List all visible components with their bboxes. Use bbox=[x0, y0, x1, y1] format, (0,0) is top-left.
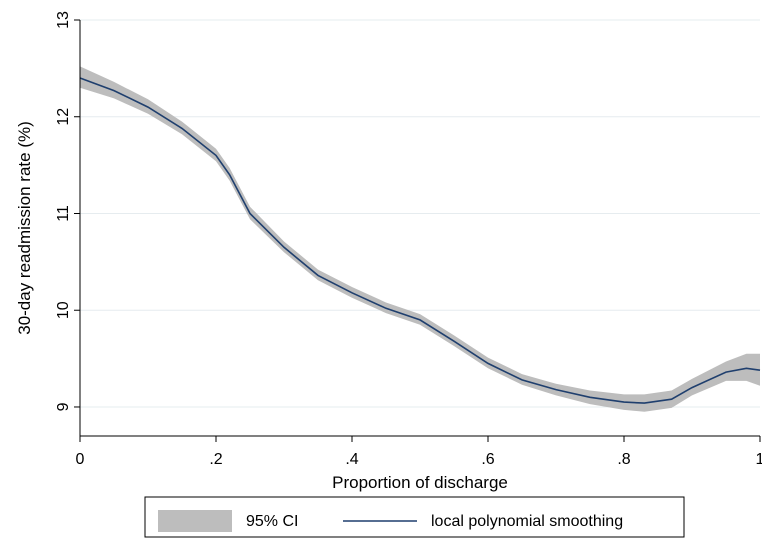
legend-line-label: local polynomial smoothing bbox=[431, 513, 623, 530]
y-axis-ticks: 9 10 11 12 13 bbox=[55, 11, 80, 411]
legend-ci-swatch bbox=[158, 510, 232, 532]
ci-band-95 bbox=[80, 66, 760, 412]
x-axis-title: Proportion of discharge bbox=[332, 473, 508, 492]
legend: 95% CI local polynomial smoothing bbox=[144, 496, 685, 538]
grid bbox=[80, 19, 760, 408]
x-tick-label: 1 bbox=[756, 451, 762, 468]
y-tick-label: 12 bbox=[55, 108, 72, 126]
x-tick-label: .6 bbox=[481, 451, 494, 468]
y-axis-title: 30-day readmission rate (%) bbox=[15, 121, 34, 335]
x-tick-label: .2 bbox=[209, 451, 222, 468]
legend-ci-label: 95% CI bbox=[246, 513, 298, 530]
y-tick-label: 10 bbox=[55, 301, 72, 319]
x-tick-label: .4 bbox=[345, 451, 358, 468]
legend-box bbox=[144, 496, 685, 538]
x-tick-label: 0 bbox=[76, 451, 85, 468]
y-tick-label: 9 bbox=[55, 402, 72, 411]
x-axis-ticks: 0 .2 .4 .6 .8 1 bbox=[76, 436, 762, 468]
y-tick-label: 11 bbox=[55, 205, 72, 222]
smoothing-line bbox=[79, 77, 761, 404]
y-tick-label: 13 bbox=[55, 11, 72, 29]
x-tick-label: .8 bbox=[617, 451, 630, 468]
axes bbox=[79, 20, 760, 437]
